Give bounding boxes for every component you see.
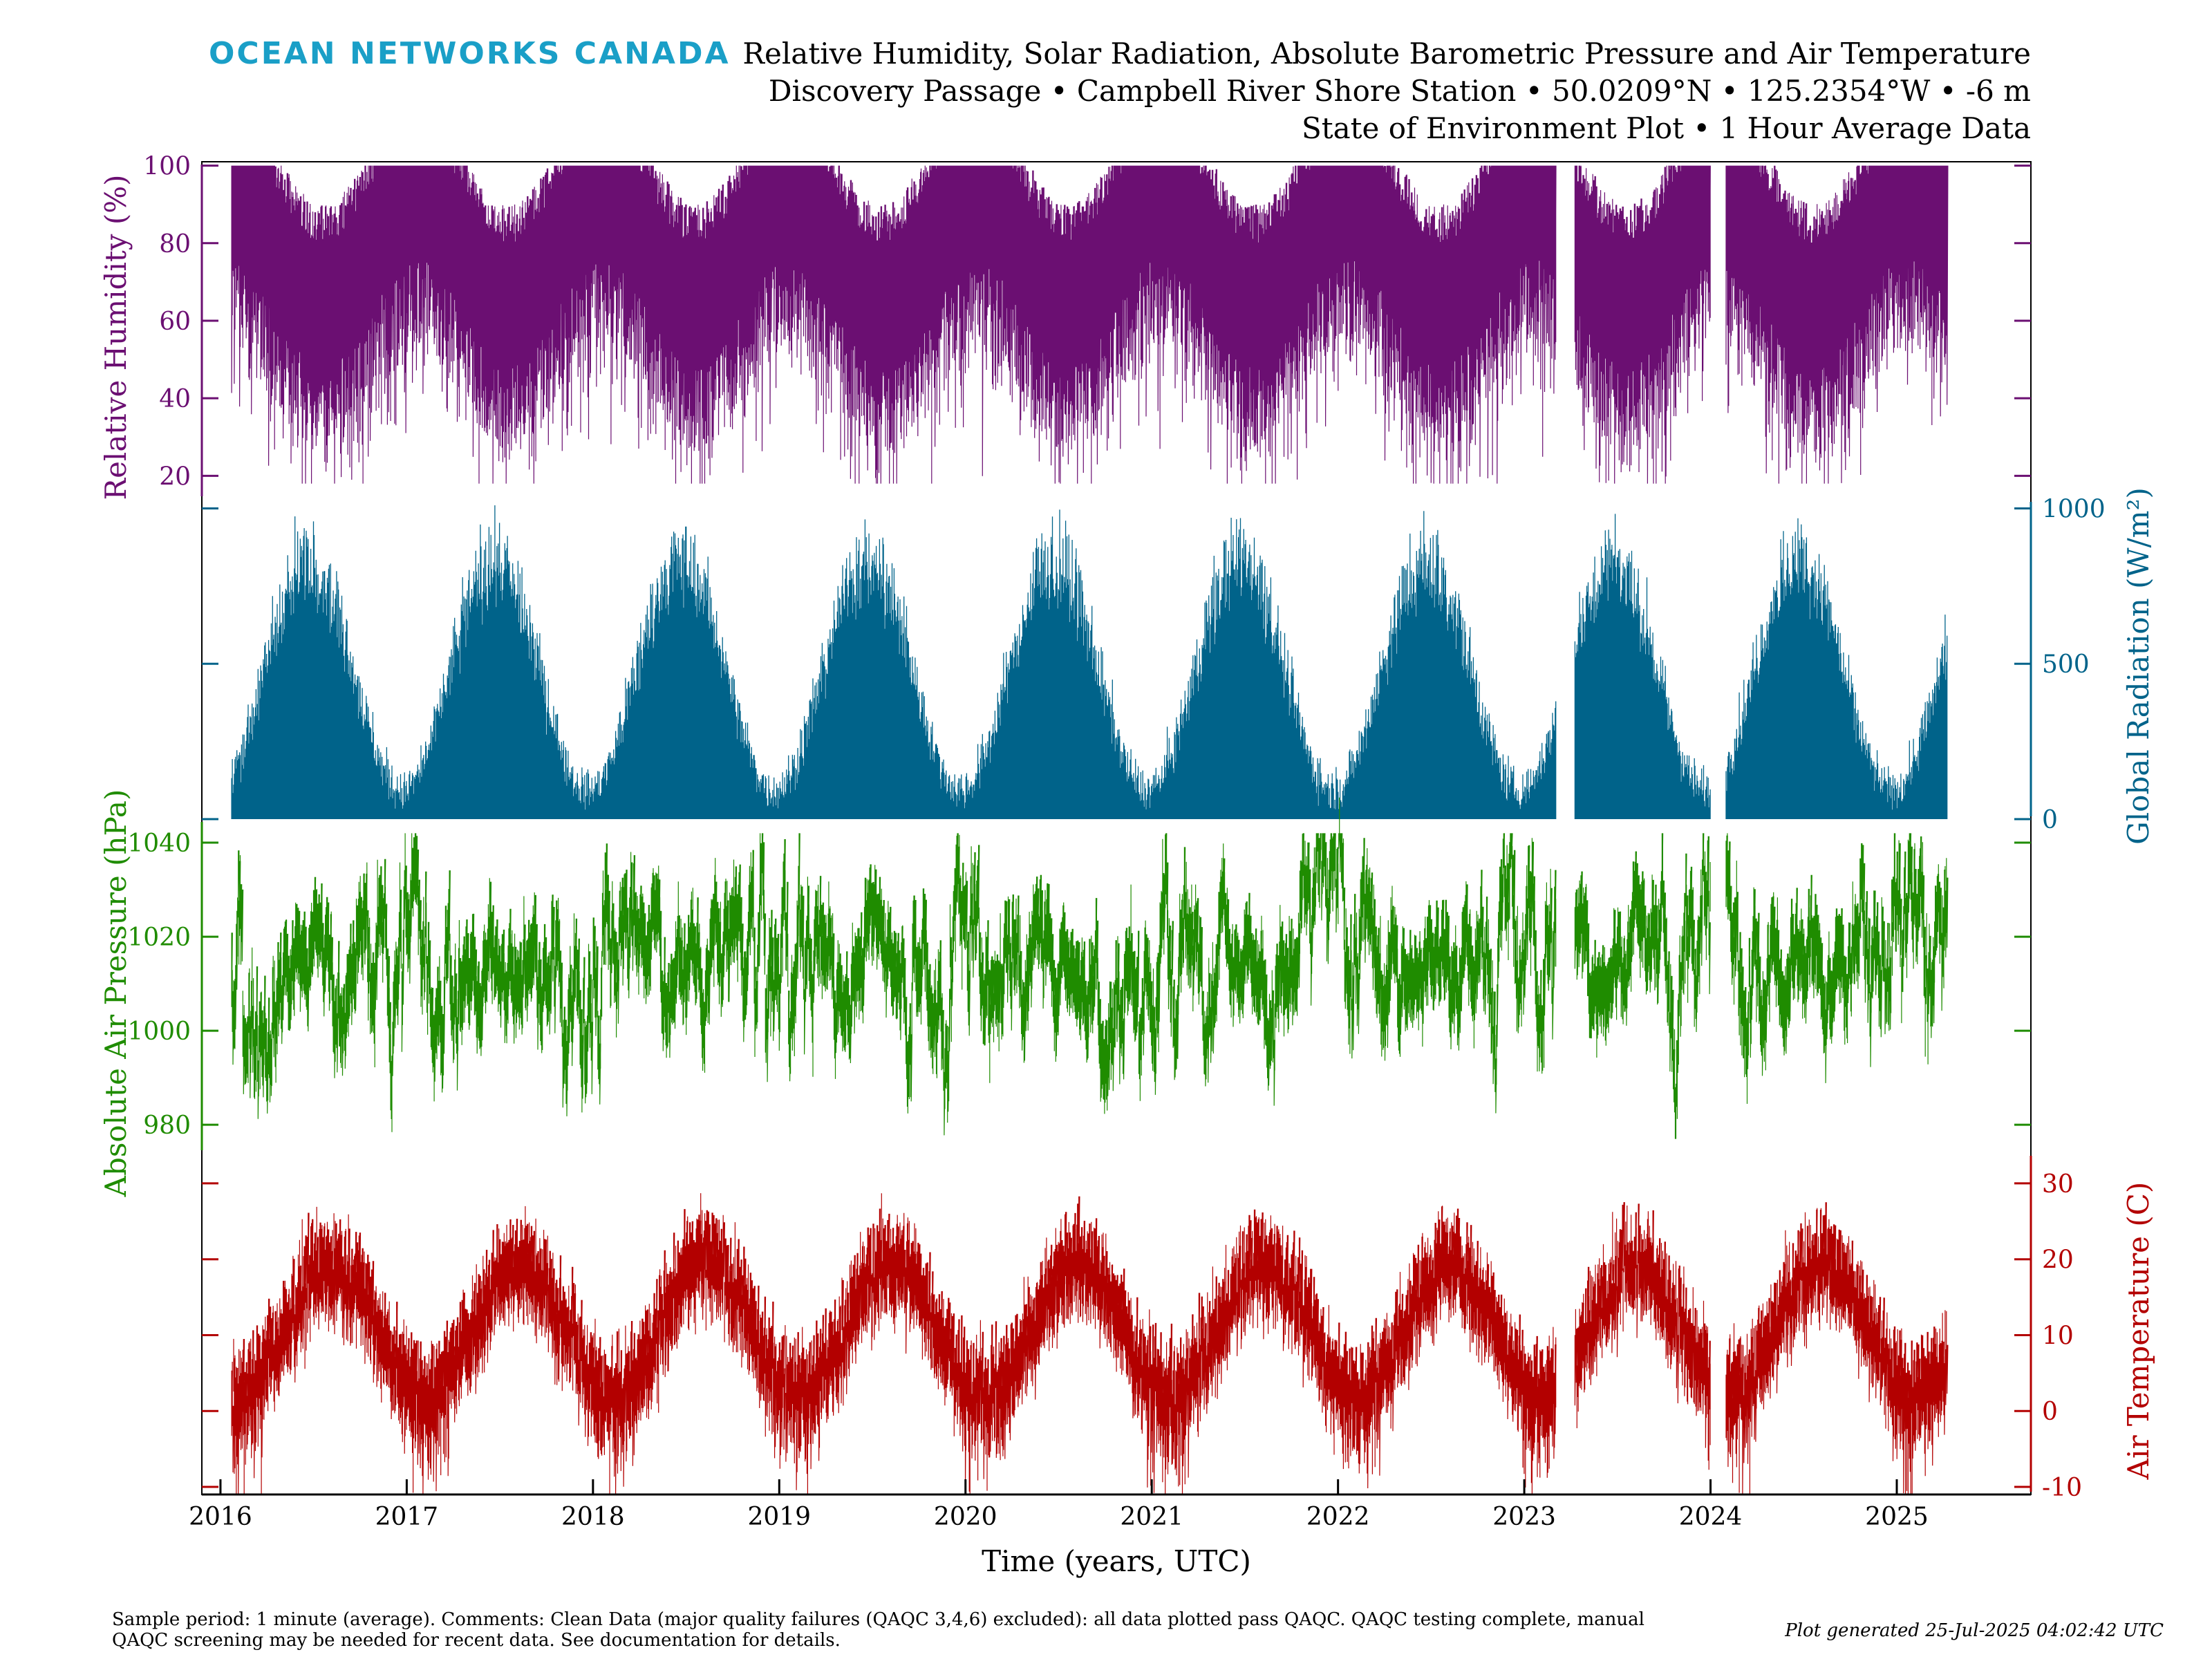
x-tick-label: 2019 [747, 1503, 811, 1531]
pressure-tick-label: 1040 [127, 830, 191, 858]
data-layer [231, 165, 1949, 1495]
x-tick-label: 2023 [1492, 1503, 1556, 1531]
onc-logo: OCEAN NETWORKS CANADA [209, 36, 731, 71]
x-tick-label: 2020 [934, 1503, 997, 1531]
humidity-tick-label: 40 [159, 385, 191, 413]
plot-generated-stamp: Plot generated 25-Jul-2025 04:02:42 UTC [1785, 1620, 2164, 1641]
radiation-tick-label: 0 [2042, 806, 2058, 834]
radiation-axis-title: Global Radiation (W/m²) [2121, 487, 2155, 845]
temperature-tick-label: 20 [2042, 1246, 2074, 1275]
x-tick-label: 2022 [1306, 1503, 1370, 1531]
chart-title: Relative Humidity, Solar Radiation, Abso… [742, 37, 2031, 71]
temperature-axis-title: Air Temperature (C) [2121, 1182, 2155, 1481]
x-tick-label: 2017 [375, 1503, 439, 1531]
footer-comment-line2: QAQC screening may be needed for recent … [112, 1630, 841, 1651]
humidity-axis-title: Relative Humidity (%) [99, 174, 133, 500]
x-axis: 2016 2017 2018 2019 2020 2021 2022 2023 2024 2025 [189, 1479, 1929, 1531]
x-tick-label: 2024 [1679, 1503, 1743, 1531]
humidity-series [231, 165, 1949, 484]
x-tick-label: 2025 [1865, 1503, 1929, 1531]
chart-subtitle-description: State of Environment Plot • 1 Hour Avera… [1302, 111, 2031, 145]
temperature-series [231, 1193, 1949, 1495]
pressure-axis-title: Absolute Air Pressure (hPa) [99, 789, 133, 1198]
pressure-series [231, 797, 1949, 1139]
humidity-tick-label: 60 [159, 308, 191, 336]
radiation-tick-label: 500 [2042, 650, 2090, 679]
humidity-tick-label: 100 [143, 153, 191, 181]
x-axis-title: Time (years, UTC) [982, 1544, 1251, 1578]
footer-comment: Sample period: 1 minute (average). Comme… [112, 1609, 1806, 1651]
temperature-tick-label: 30 [2042, 1170, 2074, 1199]
radiation-tick-label: 1000 [2042, 495, 2106, 523]
radiation-series [231, 505, 1948, 819]
temperature-tick-label: 0 [2042, 1398, 2058, 1426]
pressure-tick-label: 1020 [127, 924, 191, 952]
temperature-tick-label: 10 [2042, 1322, 2074, 1350]
chart-subtitle-location: Discovery Passage • Campbell River Shore… [769, 74, 2031, 108]
pressure-tick-label: 980 [143, 1112, 191, 1140]
pressure-tick-label: 1000 [127, 1018, 191, 1046]
x-tick-label: 2018 [561, 1503, 625, 1531]
humidity-tick-label: 20 [159, 462, 191, 491]
footer-comment-line1: Sample period: 1 minute (average). Comme… [112, 1609, 1644, 1630]
temperature-tick-label: -10 [2042, 1474, 2082, 1502]
humidity-tick-label: 80 [159, 230, 191, 259]
x-tick-label: 2021 [1120, 1503, 1183, 1531]
x-tick-label: 2016 [189, 1503, 252, 1531]
